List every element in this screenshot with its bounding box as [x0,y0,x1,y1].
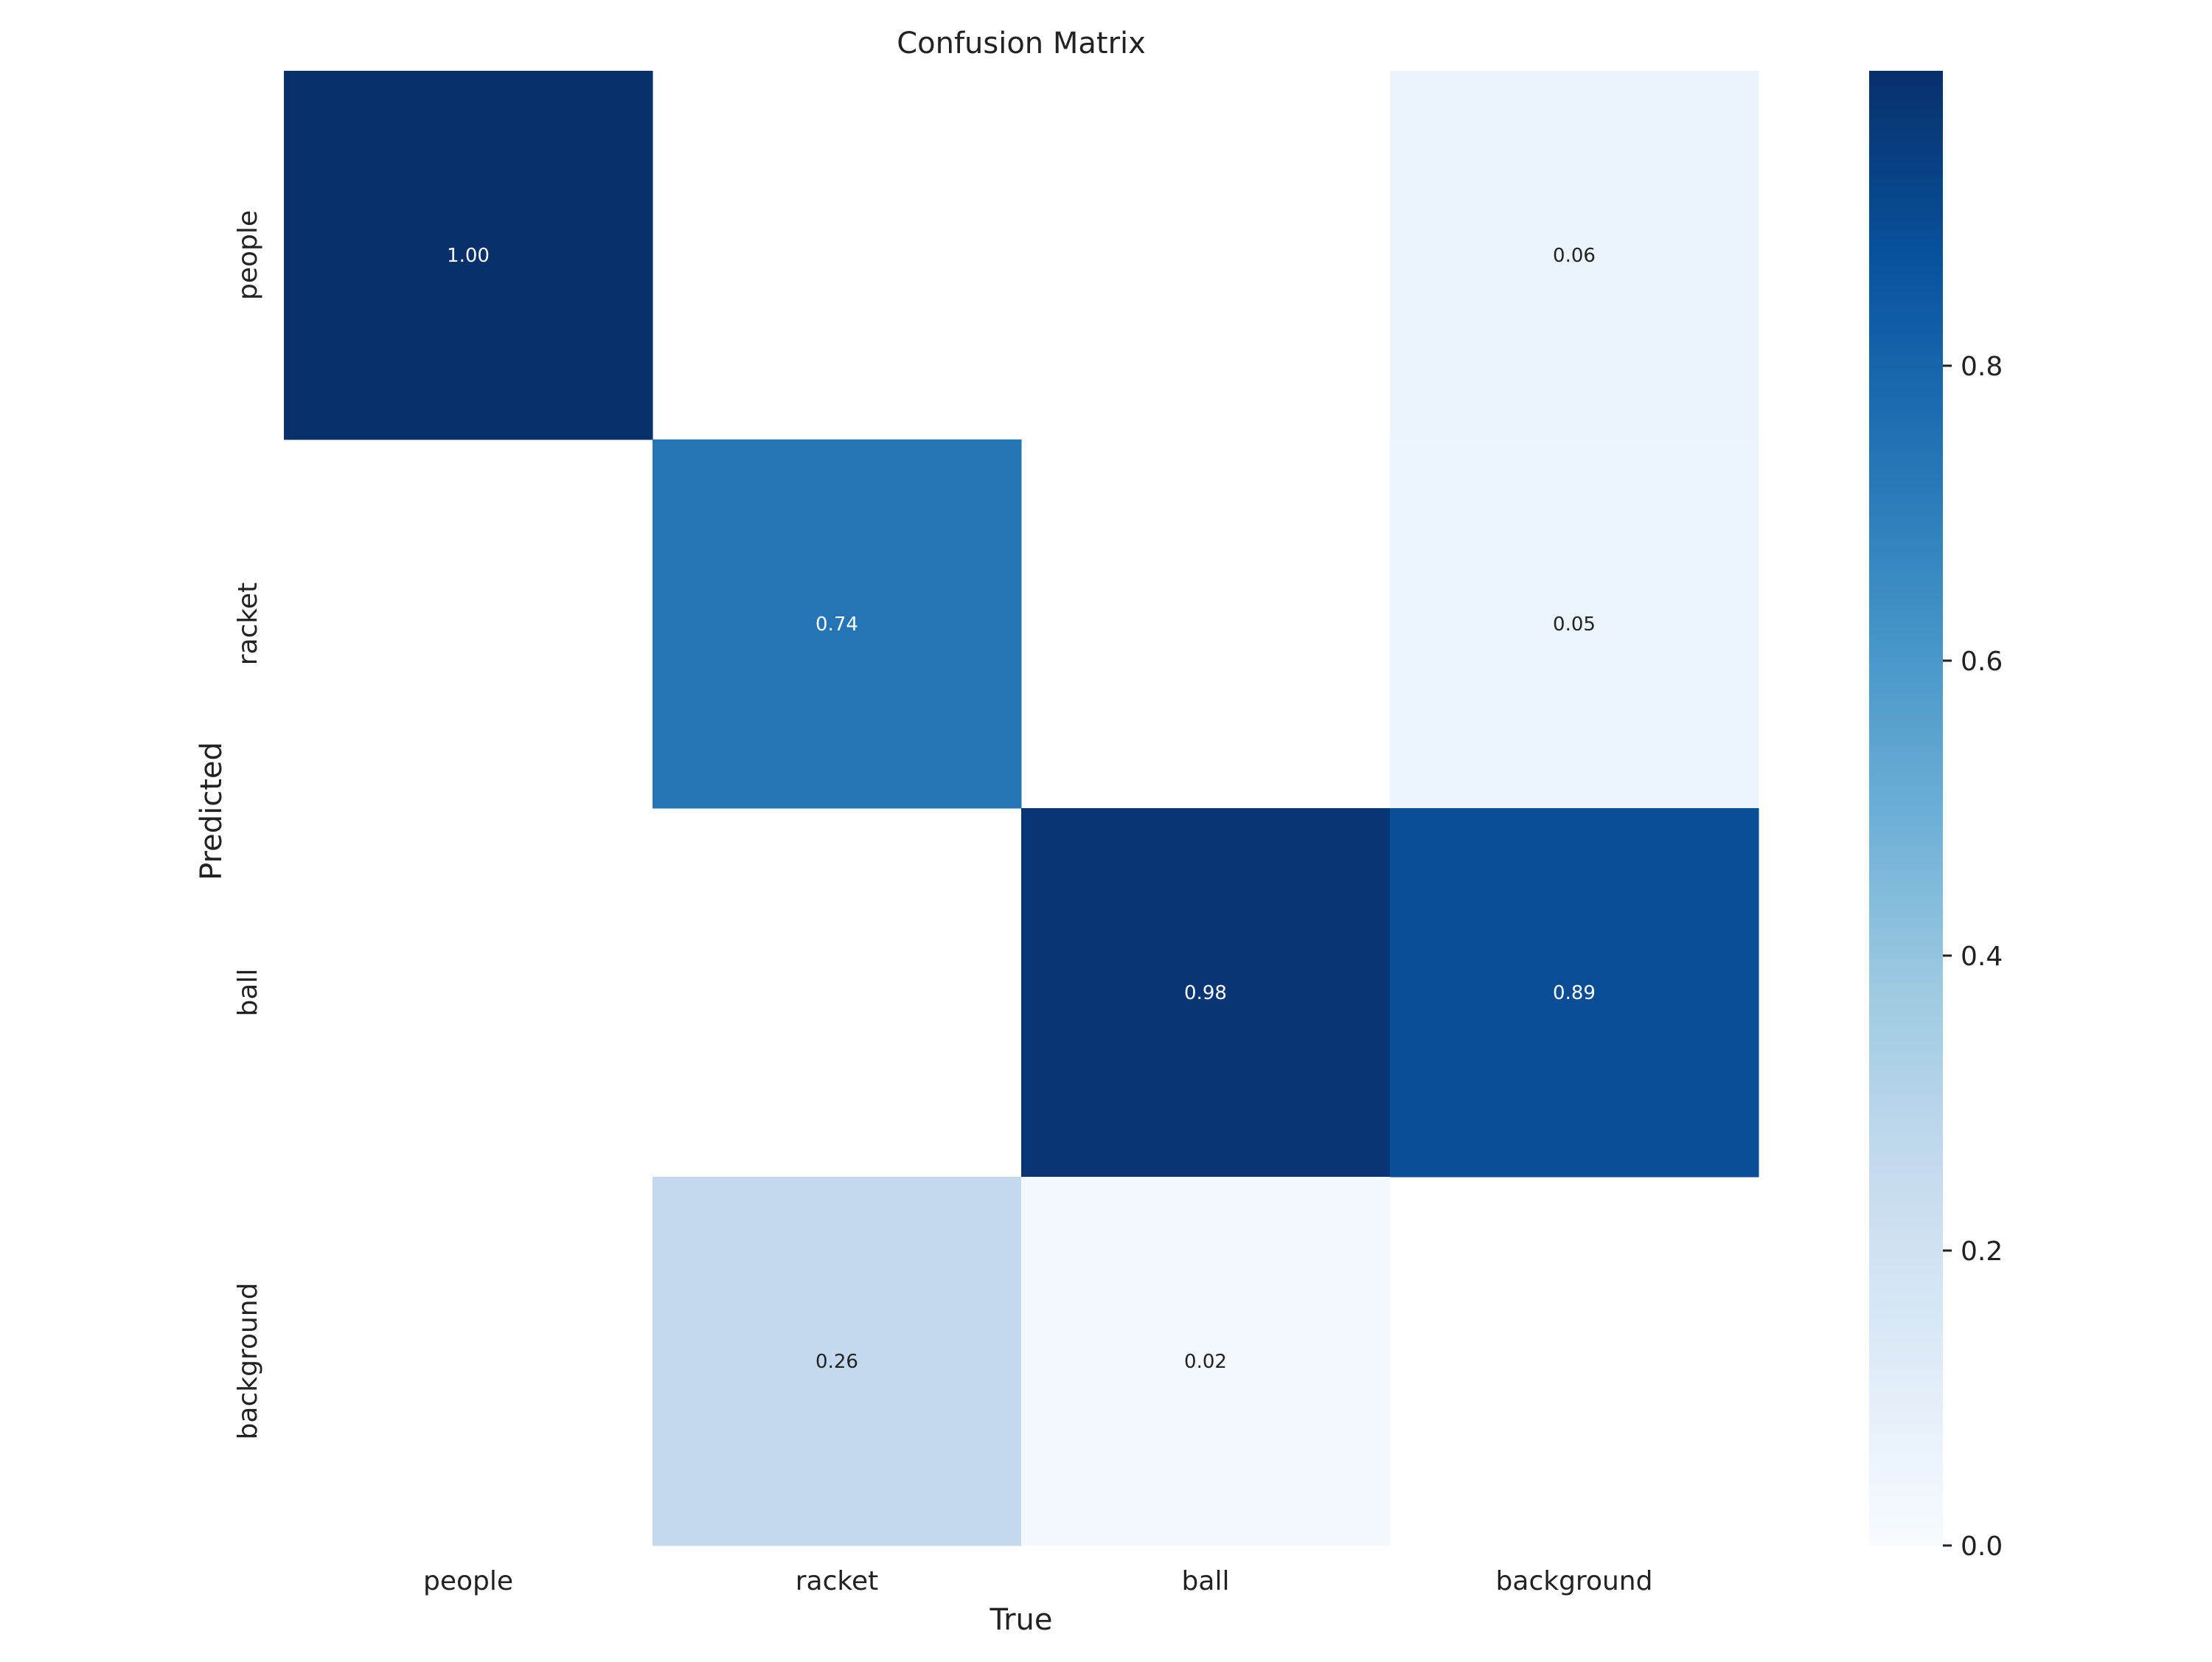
colorbar-tick-label: 0.6 [1961,647,2003,677]
cell-value-label: 0.02 [1184,1351,1227,1373]
heatmap-cell-racket-background [1390,439,1759,809]
y-tick-label: people [233,210,263,300]
colorbar-tick-label: 0.0 [1961,1531,2003,1562]
heatmap-cell-people-background [1390,71,1759,440]
x-tick-label: ball [1182,1566,1230,1596]
cell-value-label: 0.05 [1553,613,1596,636]
colorbar-tick-label: 0.8 [1961,352,2003,382]
cell-value-label: 1.00 [447,245,490,267]
y-tick-label: racket [233,583,263,665]
colorbar-gradient [1869,71,1943,1545]
y-axis-label: Predicted [195,742,229,880]
y-tick-labels: people racket ball background [233,210,263,1439]
y-tick-label: ball [233,969,263,1017]
heatmap-cell-ball-ball [1021,808,1391,1178]
colorbar-tick-label: 0.2 [1961,1237,2003,1267]
cell-value-label: 0.89 [1553,982,1596,1004]
cell-value-label: 0.26 [815,1351,858,1373]
y-tick-label: background [233,1283,263,1440]
cell-value-label: 0.06 [1553,245,1596,267]
heatmap-cell-labels: 1.00 0.06 0.74 0.05 0.98 0.89 0.26 0.02 [447,245,1596,1373]
x-axis-label: True [990,1603,1053,1637]
heatmap-cell-background-ball [1021,1177,1391,1546]
heatmap-cell-ball-background [1390,808,1759,1178]
heatmap-cells [284,71,1759,1546]
x-tick-labels: people racket ball background [423,1566,1652,1596]
heatmap-cell-racket-racket [653,439,1022,809]
heatmap-cell-background-racket [653,1177,1022,1546]
chart-title: Confusion Matrix [897,27,1146,60]
x-tick-label: racket [796,1566,878,1596]
x-tick-label: people [423,1566,513,1596]
cell-value-label: 0.74 [815,613,858,636]
x-tick-label: background [1496,1566,1653,1596]
cell-value-label: 0.98 [1184,982,1227,1004]
colorbar: 0.0 0.2 0.4 0.6 0.8 [1869,71,2003,1562]
colorbar-tick-label: 0.4 [1961,942,2003,972]
heatmap-cell-people-people [284,71,653,440]
